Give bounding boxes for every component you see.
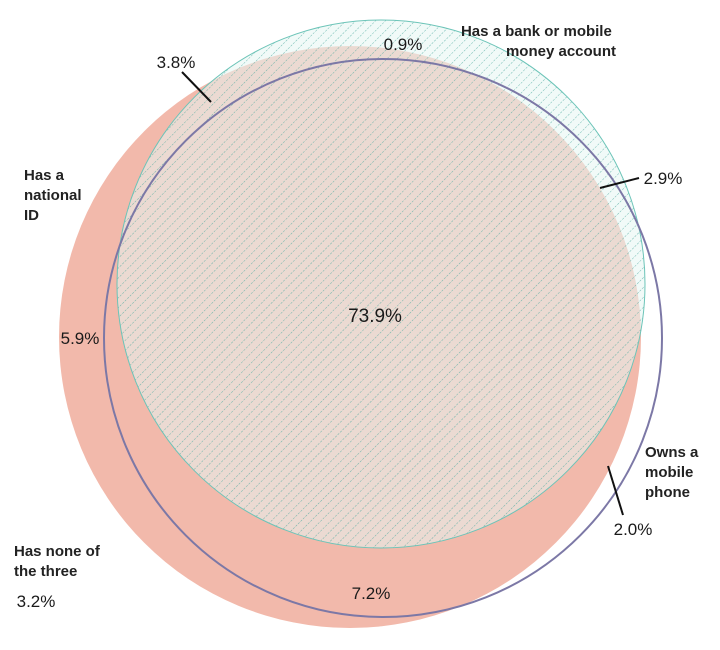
label-mobile-phone-line-3: phone <box>645 484 690 501</box>
pct-id-and-account-only: 3.8% <box>157 53 196 72</box>
label-none-line-2: the three <box>14 563 77 580</box>
pct-none: 3.2% <box>17 592 56 611</box>
label-mobile-phone-line-1: Owns a <box>645 444 699 461</box>
pct-id-and-phone-only: 7.2% <box>352 584 391 603</box>
label-national-id-line-1: Has a <box>24 167 65 184</box>
label-mobile-phone: Owns a mobile phone <box>645 444 703 501</box>
label-national-id-line-3: ID <box>24 207 39 224</box>
leader-line-account-phone <box>599 177 640 189</box>
label-national-id-line-2: national <box>24 187 82 204</box>
mobile-phone-circle <box>103 58 663 618</box>
label-none: Has none of the three <box>14 543 104 580</box>
label-account-line-2: money account <box>506 43 616 60</box>
account-circle-hatch <box>116 19 646 549</box>
leader-line-phone-only <box>607 465 624 516</box>
pct-id-only: 5.9% <box>61 329 100 348</box>
leader-line-id-account <box>181 71 212 103</box>
pct-account-and-phone-only: 2.9% <box>644 169 683 188</box>
pct-phone-only: 2.0% <box>614 520 653 539</box>
pct-all-three: 73.9% <box>348 306 402 327</box>
pct-account-only: 0.9% <box>384 35 423 54</box>
label-mobile-phone-line-2: mobile <box>645 464 693 481</box>
label-national-id: Has a national ID <box>24 167 86 224</box>
label-none-line-1: Has none of <box>14 543 101 560</box>
label-account: Has a bank or mobile money account <box>461 23 616 60</box>
label-account-line-1: Has a bank or mobile <box>461 23 612 40</box>
